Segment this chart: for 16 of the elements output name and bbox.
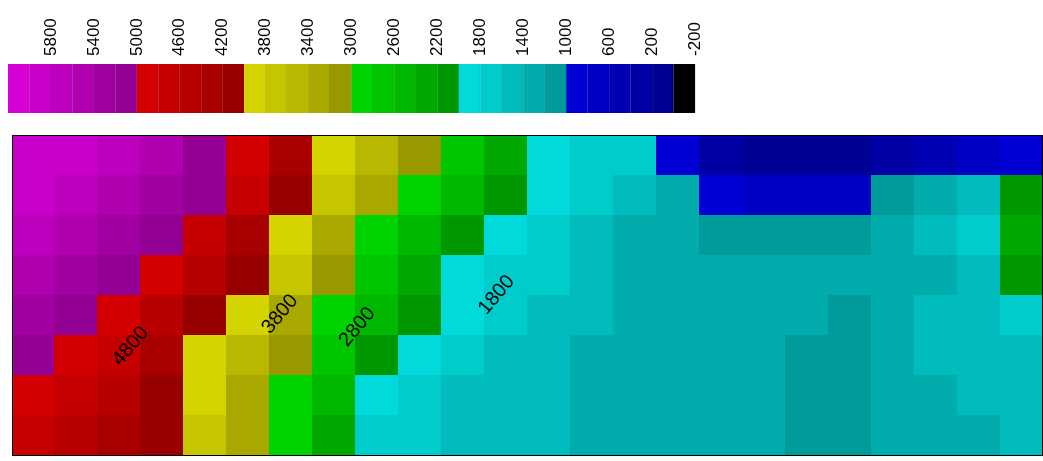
color-bar-label: 5400 (83, 18, 103, 56)
color-bar-label: 2200 (427, 18, 447, 56)
color-bar-label: 4600 (169, 18, 189, 56)
color-bar-label: 4200 (212, 18, 232, 56)
color-bar-label: 200 (641, 27, 661, 56)
color-bar-label: 3000 (341, 18, 361, 56)
color-bar-label: 1800 (470, 18, 489, 56)
color-bar-label: 5000 (126, 18, 146, 56)
color-bar-label: 2600 (384, 18, 404, 56)
color-bar-label: 3400 (298, 18, 318, 56)
color-bar-label: 600 (598, 27, 618, 56)
color-bar-label: 5800 (40, 18, 60, 56)
color-bar-label: 3800 (255, 18, 275, 56)
color-bar-label: 1000 (555, 18, 575, 56)
color-bar-label: 1400 (512, 18, 532, 56)
color-bar-label: -200 (684, 21, 704, 56)
